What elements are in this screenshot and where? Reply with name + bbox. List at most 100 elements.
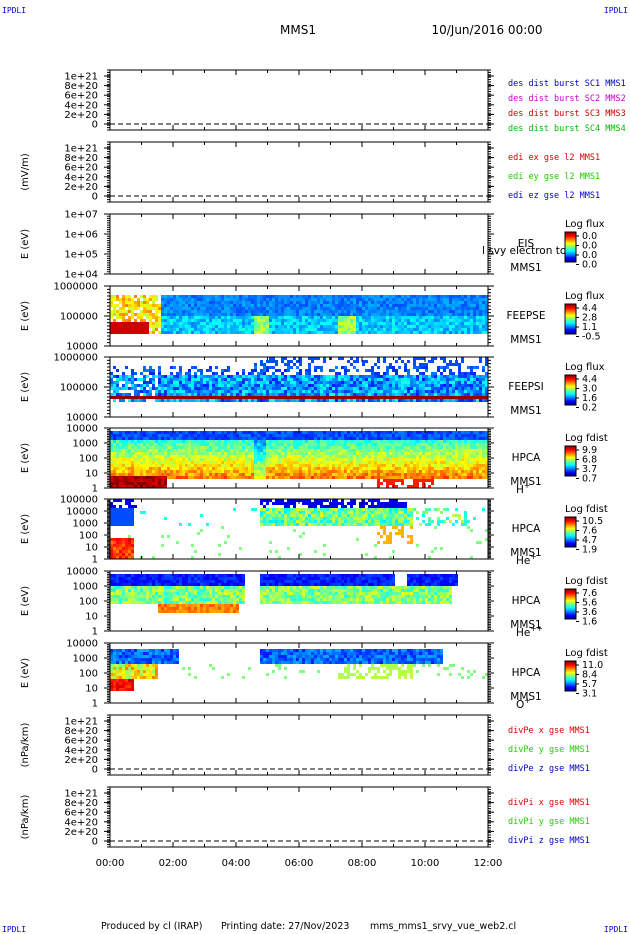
- spectrogram-cell: [341, 464, 344, 467]
- spectrogram-cell: [293, 313, 296, 316]
- spectrogram-cell: [242, 310, 245, 313]
- spectrogram-cell: [485, 295, 488, 298]
- spectrogram-cell: [428, 328, 431, 331]
- spectrogram-cell: [428, 375, 431, 378]
- spectrogram-cell: [476, 322, 479, 325]
- spectrogram-cell: [395, 307, 398, 310]
- spectrogram-cell: [152, 301, 155, 304]
- spectrogram-cell: [179, 458, 182, 461]
- spectrogram-cell: [299, 328, 302, 331]
- spectrogram-cell: [446, 363, 449, 366]
- spectrogram-cell: [371, 331, 374, 334]
- spectrogram-cell: [131, 313, 134, 316]
- spectrogram-cell: [356, 298, 359, 301]
- spectrogram-cell: [194, 396, 197, 399]
- spectrogram-cell: [215, 399, 218, 402]
- spectrogram-cell: [335, 464, 338, 467]
- spectrogram-cell: [299, 304, 302, 307]
- spectrogram-cell: [413, 307, 416, 310]
- spectrogram-cell: [428, 331, 431, 334]
- spectrogram-cell: [485, 331, 488, 334]
- spectrogram-cell: [449, 372, 452, 375]
- spectrogram-cell: [413, 331, 416, 334]
- spectrogram-cell: [314, 301, 317, 304]
- spectrogram-cell: [311, 387, 314, 390]
- spectrogram-cell: [113, 467, 116, 470]
- spectrogram-cell: [410, 396, 413, 399]
- spectrogram-cell: [275, 443, 278, 446]
- spectrogram-cell: [314, 298, 317, 301]
- spectrogram-cell: [227, 375, 230, 378]
- spectrogram-cell: [128, 440, 131, 443]
- spectrogram-cell: [209, 431, 212, 434]
- spectrogram-cell: [368, 381, 371, 384]
- colorbar-label: 0.0: [582, 260, 597, 271]
- spectrogram-cell: [281, 381, 284, 384]
- spectrogram-cell: [425, 396, 428, 399]
- spectrogram-cell: [476, 446, 479, 449]
- spectrogram-cell: [275, 452, 278, 455]
- spectrogram-cell: [182, 331, 185, 334]
- spectrogram-cell: [269, 301, 272, 304]
- spectrogram-cell: [158, 378, 161, 381]
- spectrogram-cell: [446, 298, 449, 301]
- spectrogram-cell: [221, 434, 224, 437]
- spectrogram-cell: [326, 325, 329, 328]
- spectrogram-cell: [383, 307, 386, 310]
- spectrogram-cell: [320, 304, 323, 307]
- spectrogram-cell: [173, 464, 176, 467]
- spectrogram-cell: [173, 381, 176, 384]
- spectrogram-cell: [320, 375, 323, 378]
- spectrogram-cell: [140, 313, 143, 316]
- spectrogram-cell: [329, 313, 332, 316]
- spectrogram-cell: [140, 384, 143, 387]
- spectrogram-cell: [323, 304, 326, 307]
- spectrogram-cell: [128, 467, 131, 470]
- spectrogram-cell: [134, 319, 137, 322]
- spectrogram-cell: [176, 298, 179, 301]
- spectrogram-cell: [296, 446, 299, 449]
- spectrogram-cell: [281, 375, 284, 378]
- spectrogram-cell: [272, 301, 275, 304]
- y-tick-label: 1000000: [53, 353, 98, 364]
- spectrogram-cell: [167, 455, 170, 458]
- spectrogram-cell: [194, 381, 197, 384]
- spectrogram-cell: [290, 464, 293, 467]
- spectrogram-cell: [380, 319, 383, 322]
- spectrogram-cell: [227, 384, 230, 387]
- spectrogram-cell: [227, 325, 230, 328]
- spectrogram-cell: [182, 449, 185, 452]
- spectrogram-cell: [254, 384, 257, 387]
- spectrogram-cell: [110, 434, 113, 437]
- spectrogram-cell: [335, 319, 338, 322]
- spectrogram-cell: [278, 384, 281, 387]
- spectrogram-cell: [455, 461, 458, 464]
- spectrogram-cell: [359, 434, 362, 437]
- spectrogram-cell: [209, 316, 212, 319]
- spectrogram-cell: [152, 331, 155, 334]
- spectrogram-cell: [398, 357, 401, 360]
- spectrogram-cell: [257, 322, 260, 325]
- spectrogram-cell: [482, 461, 485, 464]
- spectrogram-cell: [338, 464, 341, 467]
- spectrogram-cell: [413, 387, 416, 390]
- spectrogram-cell: [362, 331, 365, 334]
- spectrogram-cell: [266, 298, 269, 301]
- spectrogram-cell: [158, 431, 161, 434]
- spectrogram-cell: [374, 390, 377, 393]
- spectrogram-cell: [413, 437, 416, 440]
- spectrogram-cell: [182, 443, 185, 446]
- spectrogram-cell: [362, 446, 365, 449]
- colorbar-label: 0.2: [582, 403, 597, 414]
- spectrogram-cell: [149, 440, 152, 443]
- spectrogram-cell: [368, 331, 371, 334]
- spectrogram-cell: [212, 325, 215, 328]
- spectrogram-cell: [389, 434, 392, 437]
- spectrogram-cell: [197, 434, 200, 437]
- spectrogram-cell: [194, 461, 197, 464]
- spectrogram-cell: [404, 464, 407, 467]
- spectrogram-cell: [272, 443, 275, 446]
- spectrogram-cell: [293, 455, 296, 458]
- spectrogram-cell: [257, 396, 260, 399]
- spectrogram-cell: [164, 387, 167, 390]
